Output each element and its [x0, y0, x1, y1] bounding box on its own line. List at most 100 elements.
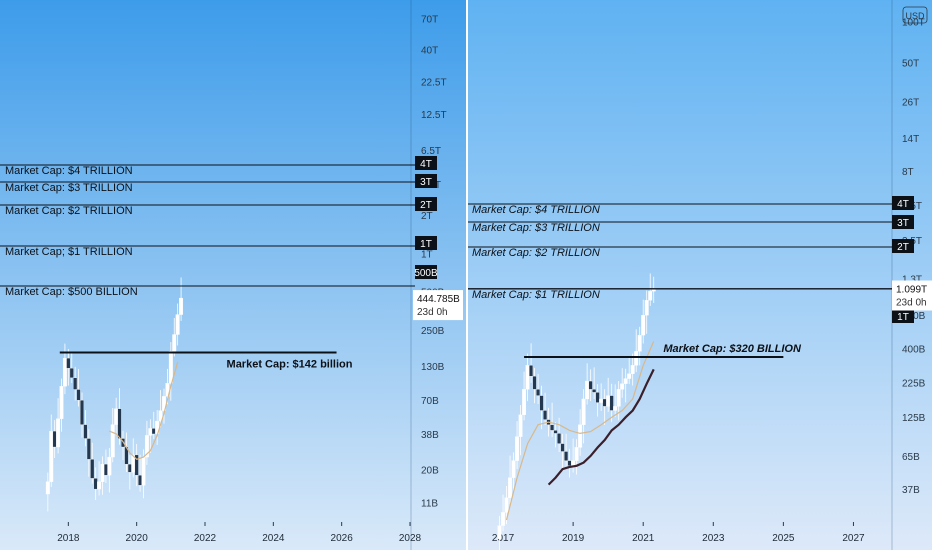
- candle: [175, 314, 180, 335]
- candle: [69, 368, 74, 378]
- level-label: Market Cap: $2 TRILLION: [472, 247, 600, 259]
- last-price-value: 1.099T: [896, 285, 927, 296]
- candle: [550, 424, 555, 431]
- candle: [62, 357, 67, 387]
- time-tick-label: 2022: [194, 533, 217, 544]
- candle: [107, 456, 112, 476]
- right-chart-panel[interactable]: 100T50T26T14T8T4.5T2.5T1.3T700B400B225B1…: [468, 0, 932, 550]
- price-tick-label: 250B: [421, 326, 445, 337]
- level-badge: [415, 197, 437, 211]
- last-price-value: 444.785B: [417, 294, 460, 305]
- candle: [134, 454, 139, 476]
- candle: [141, 456, 146, 486]
- price-tick-label: 1.3T: [902, 275, 922, 286]
- candle: [172, 334, 177, 352]
- level-label: Market Cap: $4 TRILLION: [472, 204, 600, 216]
- price-tick-label: 22.5T: [421, 77, 447, 88]
- candle: [114, 408, 119, 425]
- panel-divider: [466, 0, 468, 550]
- moving-average-line: [109, 361, 179, 460]
- candle: [578, 424, 583, 448]
- level-badge: [892, 309, 914, 323]
- candle: [592, 389, 597, 393]
- currency-badge[interactable]: [902, 6, 928, 24]
- level-badge-label: 2T: [420, 200, 432, 211]
- candle: [144, 435, 149, 458]
- candle: [613, 406, 618, 411]
- moving-average-line: [505, 341, 655, 521]
- candle: [644, 300, 649, 316]
- candle: [117, 408, 122, 439]
- candle: [515, 436, 520, 461]
- candle: [165, 383, 170, 397]
- candle: [518, 414, 523, 437]
- last-price-box: [892, 280, 932, 311]
- time-tick-label: 2024: [262, 533, 285, 544]
- candle: [620, 383, 625, 390]
- candle: [45, 481, 50, 495]
- time-tick-label: 2026: [331, 533, 354, 544]
- time-tick-label: 2027: [842, 533, 865, 544]
- candle: [634, 351, 639, 366]
- price-tick-label: 38B: [421, 430, 439, 441]
- candle: [602, 398, 607, 407]
- candle: [76, 389, 81, 401]
- candle: [630, 365, 635, 374]
- candle: [497, 525, 502, 539]
- level-badge-label: 1T: [897, 312, 909, 323]
- candle: [151, 428, 156, 435]
- candle: [100, 463, 105, 482]
- candle: [56, 418, 61, 448]
- candle: [80, 400, 84, 425]
- candle: [539, 395, 544, 411]
- level-badge-label: 4T: [897, 199, 909, 210]
- level-badge: [415, 156, 437, 170]
- level-badge-label: 3T: [420, 177, 432, 188]
- price-tick-label: 125B: [902, 413, 926, 424]
- candle: [606, 395, 611, 407]
- price-tick-label: 1T: [421, 249, 433, 260]
- candle: [66, 357, 71, 369]
- right-chart[interactable]: 100T50T26T14T8T4.5T2.5T1.3T700B400B225B1…: [468, 0, 932, 550]
- chart-background: [468, 0, 932, 550]
- level-badge: [415, 174, 437, 188]
- price-tick-label: 65B: [902, 452, 920, 463]
- candle: [508, 477, 512, 498]
- left-chart-panel[interactable]: 70T40T22.5T12.5T6.5T3.5T2T1T500B250B130B…: [0, 0, 466, 550]
- candle: [609, 395, 614, 411]
- candle: [162, 396, 166, 411]
- candle: [83, 424, 88, 439]
- time-tick-label: 2017: [492, 533, 515, 544]
- time-tick-label: 2023: [702, 533, 725, 544]
- resistance-label: Market Cap: $320 BILLION: [663, 343, 802, 355]
- level-badge-label: 4T: [420, 159, 432, 170]
- candle: [536, 389, 541, 396]
- left-chart[interactable]: 70T40T22.5T12.5T6.5T3.5T2T1T500B250B130B…: [0, 0, 466, 550]
- level-badge: [415, 265, 437, 279]
- candle: [504, 497, 509, 513]
- price-tick-label: 70B: [421, 396, 439, 407]
- level-label: Market Cap; $1 TRILLION: [5, 246, 133, 258]
- level-label: Market Cap: $500 BILLION: [5, 286, 138, 298]
- level-badge: [415, 236, 437, 250]
- candle: [90, 459, 95, 479]
- last-price-box: [413, 290, 463, 321]
- level-badge-label: 1T: [420, 239, 432, 250]
- candle: [168, 351, 173, 384]
- candle: [553, 430, 558, 434]
- candle: [543, 410, 548, 420]
- candle: [529, 365, 534, 377]
- candle: [93, 478, 98, 490]
- time-tick-label: 2021: [632, 533, 655, 544]
- time-tick-label: 2019: [562, 533, 585, 544]
- candle: [595, 392, 600, 403]
- candle: [110, 424, 115, 458]
- price-tick-label: 37B: [902, 485, 920, 496]
- candle: [567, 460, 572, 466]
- candle: [627, 373, 632, 379]
- candle: [138, 475, 143, 486]
- chart-background: [0, 0, 466, 550]
- candle: [86, 438, 91, 460]
- candle: [616, 389, 621, 407]
- candle: [648, 291, 653, 301]
